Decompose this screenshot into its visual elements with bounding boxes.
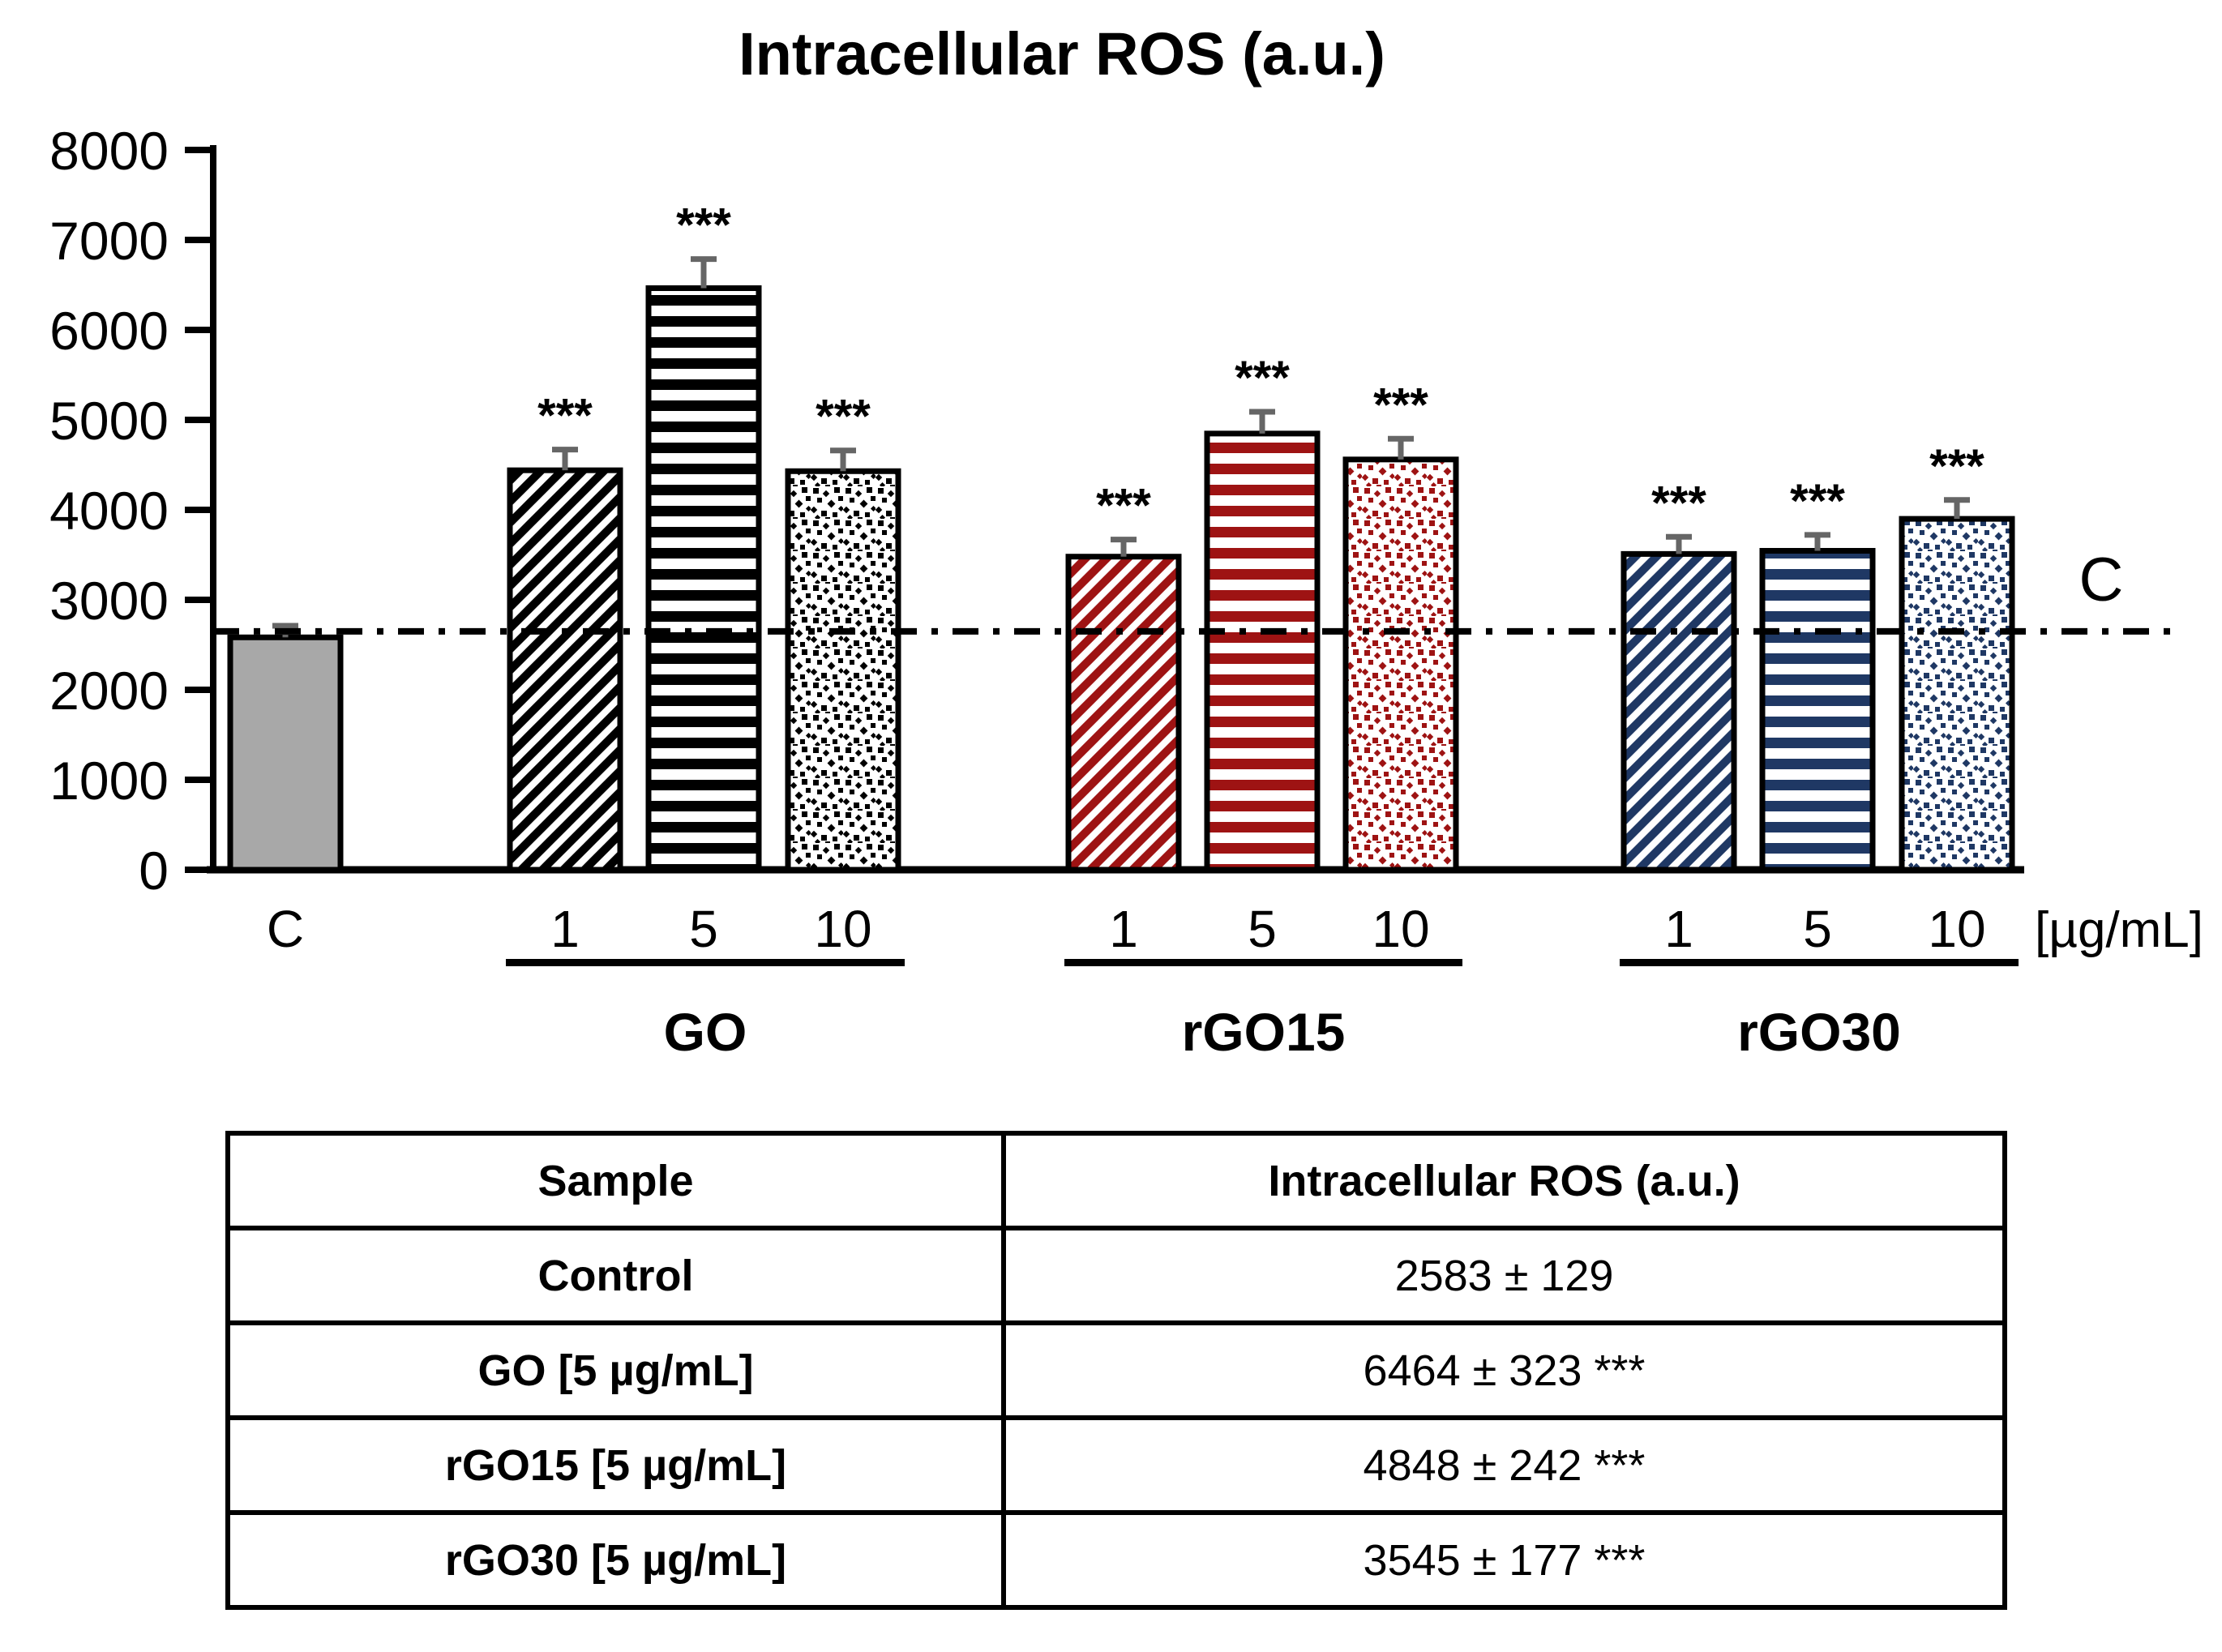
x-tick-label: C xyxy=(267,900,304,958)
significance-stars: *** xyxy=(816,391,871,443)
table-header-row: Sample Intracellular ROS (a.u.) xyxy=(225,1131,2007,1230)
group-label-rGO30: rGO30 xyxy=(1737,1002,1901,1062)
table-header-ros: Intracellular ROS (a.u.) xyxy=(1001,1131,2007,1230)
group-underline-GO xyxy=(506,959,905,966)
group-underline-rGO30 xyxy=(1620,959,2019,966)
x-tick-label: 1 xyxy=(1664,900,1693,958)
bar-rGO30-10 xyxy=(1899,516,2015,873)
bar-rGO30-5 xyxy=(1759,548,1876,873)
y-tick-label: 7000 xyxy=(49,211,169,271)
group-label-rGO15: rGO15 xyxy=(1182,1002,1346,1062)
ros-bar-chart: Intracellular ROS (a.u.) 0 1000 2000 3000 400… xyxy=(49,20,2203,1062)
table-cell-ros: 3545 ± 177 *** xyxy=(1001,1510,2007,1610)
bar-rGO15-5 xyxy=(1204,430,1321,873)
y-tick-label: 0 xyxy=(139,841,169,901)
x-tick-label: 5 xyxy=(689,900,718,958)
unit-label: [µg/mL] xyxy=(2035,902,2203,958)
y-tick-label: 3000 xyxy=(49,571,169,631)
table-cell-sample: rGO30 [5 µg/mL] xyxy=(225,1510,1006,1610)
bar-GO-10 xyxy=(785,468,901,873)
y-tick-label: 8000 xyxy=(49,121,169,181)
table-cell-sample: Control xyxy=(225,1226,1006,1325)
x-tick-label: 1 xyxy=(550,900,580,958)
table-cell-sample: GO [5 µg/mL] xyxy=(225,1320,1006,1420)
table-row: rGO30 [5 µg/mL] 3545 ± 177 *** xyxy=(225,1510,2007,1610)
x-tick-label: 10 xyxy=(814,900,871,958)
x-tick-label: 10 xyxy=(1372,900,1429,958)
table-cell-ros: 6464 ± 323 *** xyxy=(1001,1320,2007,1420)
ros-summary-table: Sample Intracellular ROS (a.u.) Control 258… xyxy=(225,1131,2007,1610)
y-tick-label: 1000 xyxy=(49,751,169,811)
bar-GO-5 xyxy=(645,285,762,873)
y-tick-label: 5000 xyxy=(49,391,169,451)
significance-stars: *** xyxy=(1790,475,1845,528)
table-row: Control 2583 ± 129 xyxy=(225,1226,2007,1325)
x-tick-label: 5 xyxy=(1803,900,1832,958)
significance-stars: *** xyxy=(676,199,731,252)
significance-stars: *** xyxy=(1929,440,1984,493)
table-cell-ros: 4848 ± 242 *** xyxy=(1001,1415,2007,1515)
ros-summary-table-container: Sample Intracellular ROS (a.u.) Control 258… xyxy=(225,1131,2007,1610)
significance-stars: *** xyxy=(1235,352,1290,404)
table-row: GO [5 µg/mL] 6464 ± 323 *** xyxy=(225,1320,2007,1420)
x-tick-label: 1 xyxy=(1109,900,1138,958)
control-reference-label: C xyxy=(2079,546,2124,614)
chart-title: Intracellular ROS (a.u.) xyxy=(739,20,1385,88)
table-row: rGO15 [5 µg/mL] 4848 ± 242 *** xyxy=(225,1415,2007,1515)
table-cell-ros: 2583 ± 129 xyxy=(1001,1226,2007,1325)
x-tick-label: 5 xyxy=(1248,900,1277,958)
bar-rGO15-10 xyxy=(1342,456,1459,873)
y-tick-label: 4000 xyxy=(49,481,169,541)
x-tick-label: 10 xyxy=(1928,900,1985,958)
bar-GO-1 xyxy=(507,467,623,873)
group-underline-rGO15 xyxy=(1064,959,1462,966)
table-header-sample: Sample xyxy=(225,1131,1006,1230)
y-tick-label: 6000 xyxy=(49,301,169,361)
significance-stars: *** xyxy=(537,390,593,443)
bar-rGO15-1 xyxy=(1065,554,1182,873)
bar-rGO30-1 xyxy=(1620,550,1737,873)
significance-stars: *** xyxy=(1651,477,1706,529)
significance-stars: *** xyxy=(1373,379,1428,431)
group-label-GO: GO xyxy=(664,1002,747,1062)
significance-stars: *** xyxy=(1096,480,1151,533)
table-cell-sample: rGO15 [5 µg/mL] xyxy=(225,1415,1006,1515)
bar-control-C xyxy=(227,634,344,873)
y-tick-label: 2000 xyxy=(49,661,169,721)
